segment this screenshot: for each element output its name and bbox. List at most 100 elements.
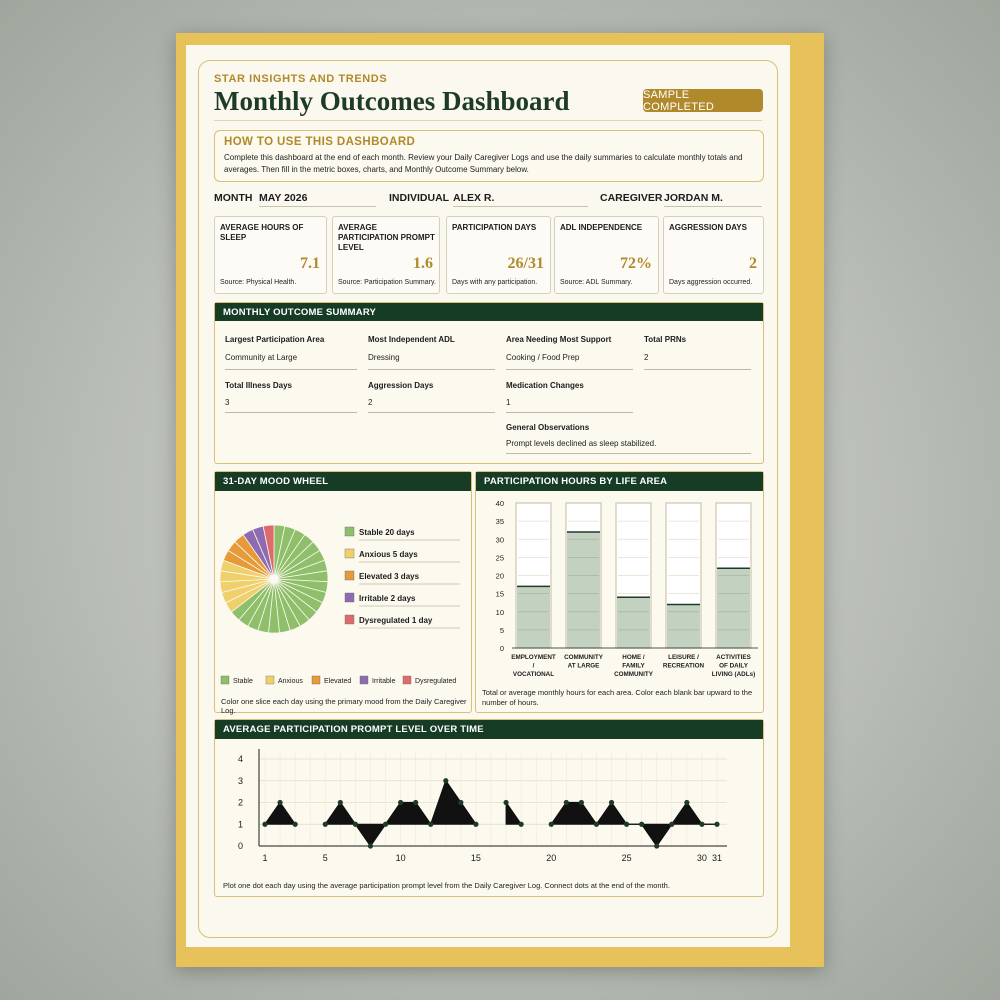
data-point (503, 799, 509, 806)
category-label: LEISURE / (668, 654, 699, 661)
bar-fill (667, 604, 700, 648)
bottom-legend-label: Stable (233, 678, 253, 685)
y-tick-label: 4 (238, 754, 243, 764)
header-divider (214, 120, 762, 121)
mood-note: Color one slice each day using the prima… (221, 697, 467, 715)
data-point (443, 778, 449, 784)
mood-header: 31-DAY MOOD WHEEL (215, 472, 471, 491)
page-title: Monthly Outcomes Dashboard (214, 86, 570, 116)
data-point (608, 799, 615, 806)
prompt-header: AVERAGE PARTICIPATION PROMPT LEVEL OVER … (215, 720, 763, 739)
illness-field[interactable]: 3 (225, 398, 230, 407)
metric-box-aggression: AGGRESSION DAYS 2 Days aggression occurr… (663, 216, 764, 294)
support-label: Area Needing Most Support (506, 335, 612, 344)
independent-adl-field[interactable]: Dressing (368, 353, 400, 362)
data-point (382, 821, 389, 827)
summary-header: MONTHLY OUTCOME SUMMARY (215, 303, 763, 321)
y-tick-label: 1 (238, 819, 243, 829)
category-label: FAMILY (622, 663, 645, 670)
x-tick-label: 25 (622, 853, 632, 863)
prompt-section: AVERAGE PARTICIPATION PROMPT LEVEL OVER … (214, 719, 764, 897)
category-label: AT LARGE (568, 663, 600, 670)
data-point (322, 821, 328, 827)
metric-label: AVERAGE HOURS OF SLEEP (220, 223, 304, 242)
y-tick-label: 20 (496, 572, 504, 581)
data-point (563, 799, 569, 806)
howto-text: Complete this dashboard at the end of ea… (224, 153, 743, 174)
data-point (654, 843, 660, 849)
field-underline (644, 369, 751, 370)
field-underline (506, 453, 751, 454)
data-point (428, 821, 434, 827)
bar-fill (617, 597, 650, 648)
individual-underline (453, 206, 588, 207)
y-tick-label: 25 (496, 553, 504, 562)
illness-label: Total Illness Days (225, 381, 292, 390)
data-point (458, 799, 464, 806)
data-point (578, 799, 584, 806)
y-tick-label: 2 (238, 798, 243, 808)
metric-source: Days with any participation. (452, 279, 538, 286)
individual-field[interactable]: ALEX R. (453, 192, 495, 204)
data-point (277, 799, 283, 806)
metric-label: ADL INDEPENDENCE (560, 223, 643, 232)
data-point (639, 821, 645, 827)
metric-value[interactable]: 2 (749, 255, 757, 272)
metric-source: Days aggression occurred. (669, 279, 753, 286)
x-tick-label: 10 (396, 853, 406, 863)
legend-label: Elevated 3 days (359, 572, 420, 581)
data-point (624, 821, 630, 827)
y-tick-label: 0 (238, 841, 243, 851)
caregiver-label: CAREGIVER (600, 192, 663, 204)
summary-section: MONTHLY OUTCOME SUMMARY Largest Particip… (214, 302, 764, 464)
field-underline (225, 412, 357, 413)
prompt-note: Plot one dot each day using the average … (223, 881, 670, 890)
bar-fill (717, 568, 750, 648)
field-underline (506, 369, 633, 370)
month-label: MONTH (214, 192, 253, 204)
data-point (367, 843, 374, 849)
caregiver-underline (664, 206, 762, 207)
status-badge: SAMPLE COMPLETED (643, 89, 763, 113)
independent-adl-label: Most Independent ADL (368, 335, 455, 344)
metric-value[interactable]: 72% (620, 255, 652, 272)
bar-fill (567, 532, 600, 648)
category-label: HOME / (622, 654, 645, 661)
metric-label: PARTICIPATION DAYS (452, 223, 537, 232)
category-label: OF DAILY (719, 663, 749, 670)
data-point (518, 821, 524, 827)
bottom-legend-swatch (265, 675, 275, 685)
aggression-field[interactable]: 2 (368, 398, 373, 407)
legend-swatch (344, 548, 355, 559)
x-tick-label: 31 (712, 853, 722, 863)
y-tick-label: 0 (500, 644, 504, 653)
metric-source: Source: Participation Summary. (338, 279, 436, 286)
y-tick-label: 10 (496, 608, 504, 617)
observations-field[interactable]: Prompt levels declined as sleep stabiliz… (506, 439, 657, 448)
bottom-legend-label: Anxious (278, 678, 303, 685)
metric-value[interactable]: 1.6 (413, 255, 433, 272)
participation-note: Total or average monthly hours for each … (482, 688, 753, 707)
category-label: COMMUNITY (614, 671, 654, 678)
medication-field[interactable]: 1 (506, 398, 511, 407)
support-field[interactable]: Cooking / Food Prep (506, 353, 580, 362)
x-tick-label: 15 (471, 853, 481, 863)
observations-label: General Observations (506, 423, 590, 432)
caregiver-field[interactable]: JORDAN M. (664, 192, 723, 204)
data-point (714, 821, 720, 827)
bottom-legend-swatch (359, 675, 369, 685)
data-point (548, 821, 554, 827)
metric-value[interactable]: 26/31 (507, 255, 544, 272)
month-field[interactable]: MAY 2026 (259, 192, 308, 204)
data-point (684, 799, 690, 806)
bottom-legend-swatch (402, 675, 412, 685)
data-point (352, 821, 358, 827)
metric-label: AVERAGE PARTICIPATION PROMPT LEVEL (338, 223, 435, 252)
prns-field[interactable]: 2 (644, 353, 649, 362)
largest-area-field[interactable]: Community at Large (225, 353, 298, 362)
data-point (473, 821, 479, 827)
metric-value[interactable]: 7.1 (300, 255, 320, 272)
metric-box-adl: ADL INDEPENDENCE 72% Source: ADL Summary… (554, 216, 659, 294)
data-point (262, 821, 268, 827)
